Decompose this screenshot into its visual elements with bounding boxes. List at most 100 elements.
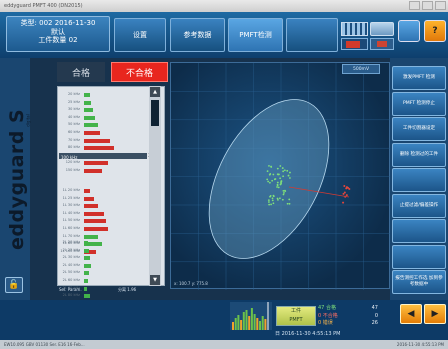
close-button[interactable] — [435, 1, 446, 10]
pass-point — [282, 170, 285, 173]
frequency-bar-fail — [84, 219, 106, 224]
scroll-thumb[interactable] — [151, 100, 159, 126]
scroll-down-icon[interactable]: ▼ — [150, 275, 160, 285]
count-fail: 0 不合格 0 — [318, 312, 378, 319]
pass-point — [269, 173, 272, 175]
frequency-label: 70 kHz — [67, 137, 80, 142]
plot-scale-button[interactable]: 500mV — [342, 64, 380, 74]
histogram-bar — [234, 318, 237, 330]
pass-point — [288, 202, 291, 205]
pass-point — [281, 198, 284, 201]
pass-point — [272, 173, 275, 176]
reference-data-button[interactable]: 参考数据 — [170, 18, 225, 52]
frequency-bar-pass — [84, 286, 87, 291]
frequency-bar-fail — [84, 211, 104, 216]
menu-button[interactable]: 删除 检测过的工件 — [392, 142, 446, 167]
maximize-button[interactable] — [422, 1, 433, 10]
pen-icon[interactable] — [370, 22, 394, 36]
pass-point — [288, 198, 291, 201]
menu-button[interactable]: 报告测控工作选 加到参考数据中 — [392, 270, 446, 294]
minimize-button[interactable] — [409, 1, 420, 10]
pass-point — [283, 192, 285, 194]
bottom-date: 日 2016-11-30 4:55:13 PM — [275, 331, 341, 337]
flag-icon[interactable] — [341, 38, 368, 50]
fail-point — [343, 185, 346, 188]
pass-point — [276, 186, 278, 188]
histogram-bar — [264, 319, 267, 330]
menu-button[interactable]: PMFT 检测停止 — [392, 91, 446, 116]
pass-point — [280, 180, 283, 182]
measurement-points — [266, 164, 351, 206]
settings-button[interactable]: 设置 — [114, 18, 166, 52]
current-workpiece-label: 工件 — [290, 308, 301, 314]
frequency-label: 80 kHz — [67, 145, 80, 150]
brand-column — [0, 58, 30, 300]
fail-point — [342, 192, 345, 195]
frequency-label: 2L 80 kHz — [62, 293, 80, 298]
frequency-label: 1L 30 kHz — [62, 203, 80, 208]
frequency-label: 20 kHz — [67, 92, 80, 96]
frequency-label: 2L 50 kHz — [62, 270, 80, 275]
menu-button[interactable] — [392, 244, 446, 269]
grid-view-icon[interactable] — [341, 22, 368, 36]
unlock-icon[interactable]: 🔓 — [5, 277, 23, 293]
histogram-bar — [256, 318, 259, 330]
impedance-plot[interactable] — [170, 62, 391, 290]
menu-button[interactable] — [392, 168, 446, 192]
fail-tab[interactable]: 不合格 — [111, 62, 168, 82]
pass-point — [282, 189, 285, 192]
fail-point — [348, 188, 351, 191]
frequency-bar-pass — [84, 256, 90, 261]
pass-point — [276, 197, 279, 200]
result-counts: 47 合格 47 0 不合格 0 0 错误 26 — [318, 305, 378, 328]
pass-point — [269, 195, 271, 198]
histogram-bar — [248, 316, 251, 330]
pass-point — [268, 203, 271, 206]
menu-button[interactable] — [392, 219, 446, 243]
frequency-bar-pass — [84, 263, 91, 268]
next-arrow-icon[interactable]: ▶ — [424, 304, 446, 324]
frequency-label: 1L 60 kHz — [62, 226, 80, 230]
frequency-bar-pass — [84, 242, 102, 247]
scroll-up-icon[interactable]: ▲ — [150, 87, 160, 97]
fail-point — [346, 186, 349, 189]
pass-point — [268, 164, 270, 167]
frequency-bar-pass — [84, 294, 90, 299]
menu-button[interactable]: 止提过滤/偏差操作 — [392, 193, 446, 218]
help-button[interactable]: ? — [424, 20, 446, 42]
frequency-scrollbar[interactable]: ▲ ▼ — [149, 86, 161, 286]
fail-point — [342, 201, 345, 204]
brand-name: eddyguard S — [6, 108, 28, 250]
histogram-bar — [261, 316, 264, 330]
frequency-label: 2L 60 kHz — [62, 278, 80, 282]
frequency-label: 1L 100 kHz — [60, 248, 80, 253]
pass-point — [267, 180, 270, 183]
window-mode-button[interactable] — [398, 20, 420, 42]
test-type-info[interactable]: 类型: 002 2016-11-30 默认 工件数量 02 — [6, 16, 110, 52]
pass-point — [270, 203, 272, 206]
plot-canvas — [171, 63, 391, 290]
frequency-label: 25 kHz — [67, 99, 80, 104]
window-title: eddyguard PMFT 400 (DN2015) — [4, 3, 83, 9]
trend-histogram — [230, 302, 272, 330]
pass-point — [272, 194, 275, 197]
frequency-bar-pass — [84, 248, 89, 253]
previous-arrow-icon[interactable]: ◀ — [400, 304, 422, 324]
pmft-test-button[interactable]: PMFT检测 — [228, 18, 283, 52]
menu-button[interactable]: 工件切割器设定 — [392, 117, 446, 141]
frequency-panel — [57, 86, 165, 286]
blank-toolbar-button[interactable] — [286, 18, 338, 52]
brand-tagline: digital — [25, 114, 31, 127]
pass-tab[interactable]: 合格 — [57, 62, 105, 82]
window-titlebar: eddyguard PMFT 400 (DN2015) — [0, 0, 448, 12]
status-right: 2016-11-30 4:55:13 PM — [396, 342, 444, 347]
pass-point — [268, 201, 270, 203]
menu-button[interactable]: 激发PMFT 检测 — [392, 66, 446, 90]
pass-point — [282, 193, 285, 196]
frequency-label: 1L 70 kHz — [62, 233, 80, 238]
pass-point — [270, 165, 272, 168]
frequency-bar-fail — [84, 189, 90, 193]
sorting-icon[interactable] — [370, 38, 394, 50]
pass-point — [279, 177, 282, 180]
